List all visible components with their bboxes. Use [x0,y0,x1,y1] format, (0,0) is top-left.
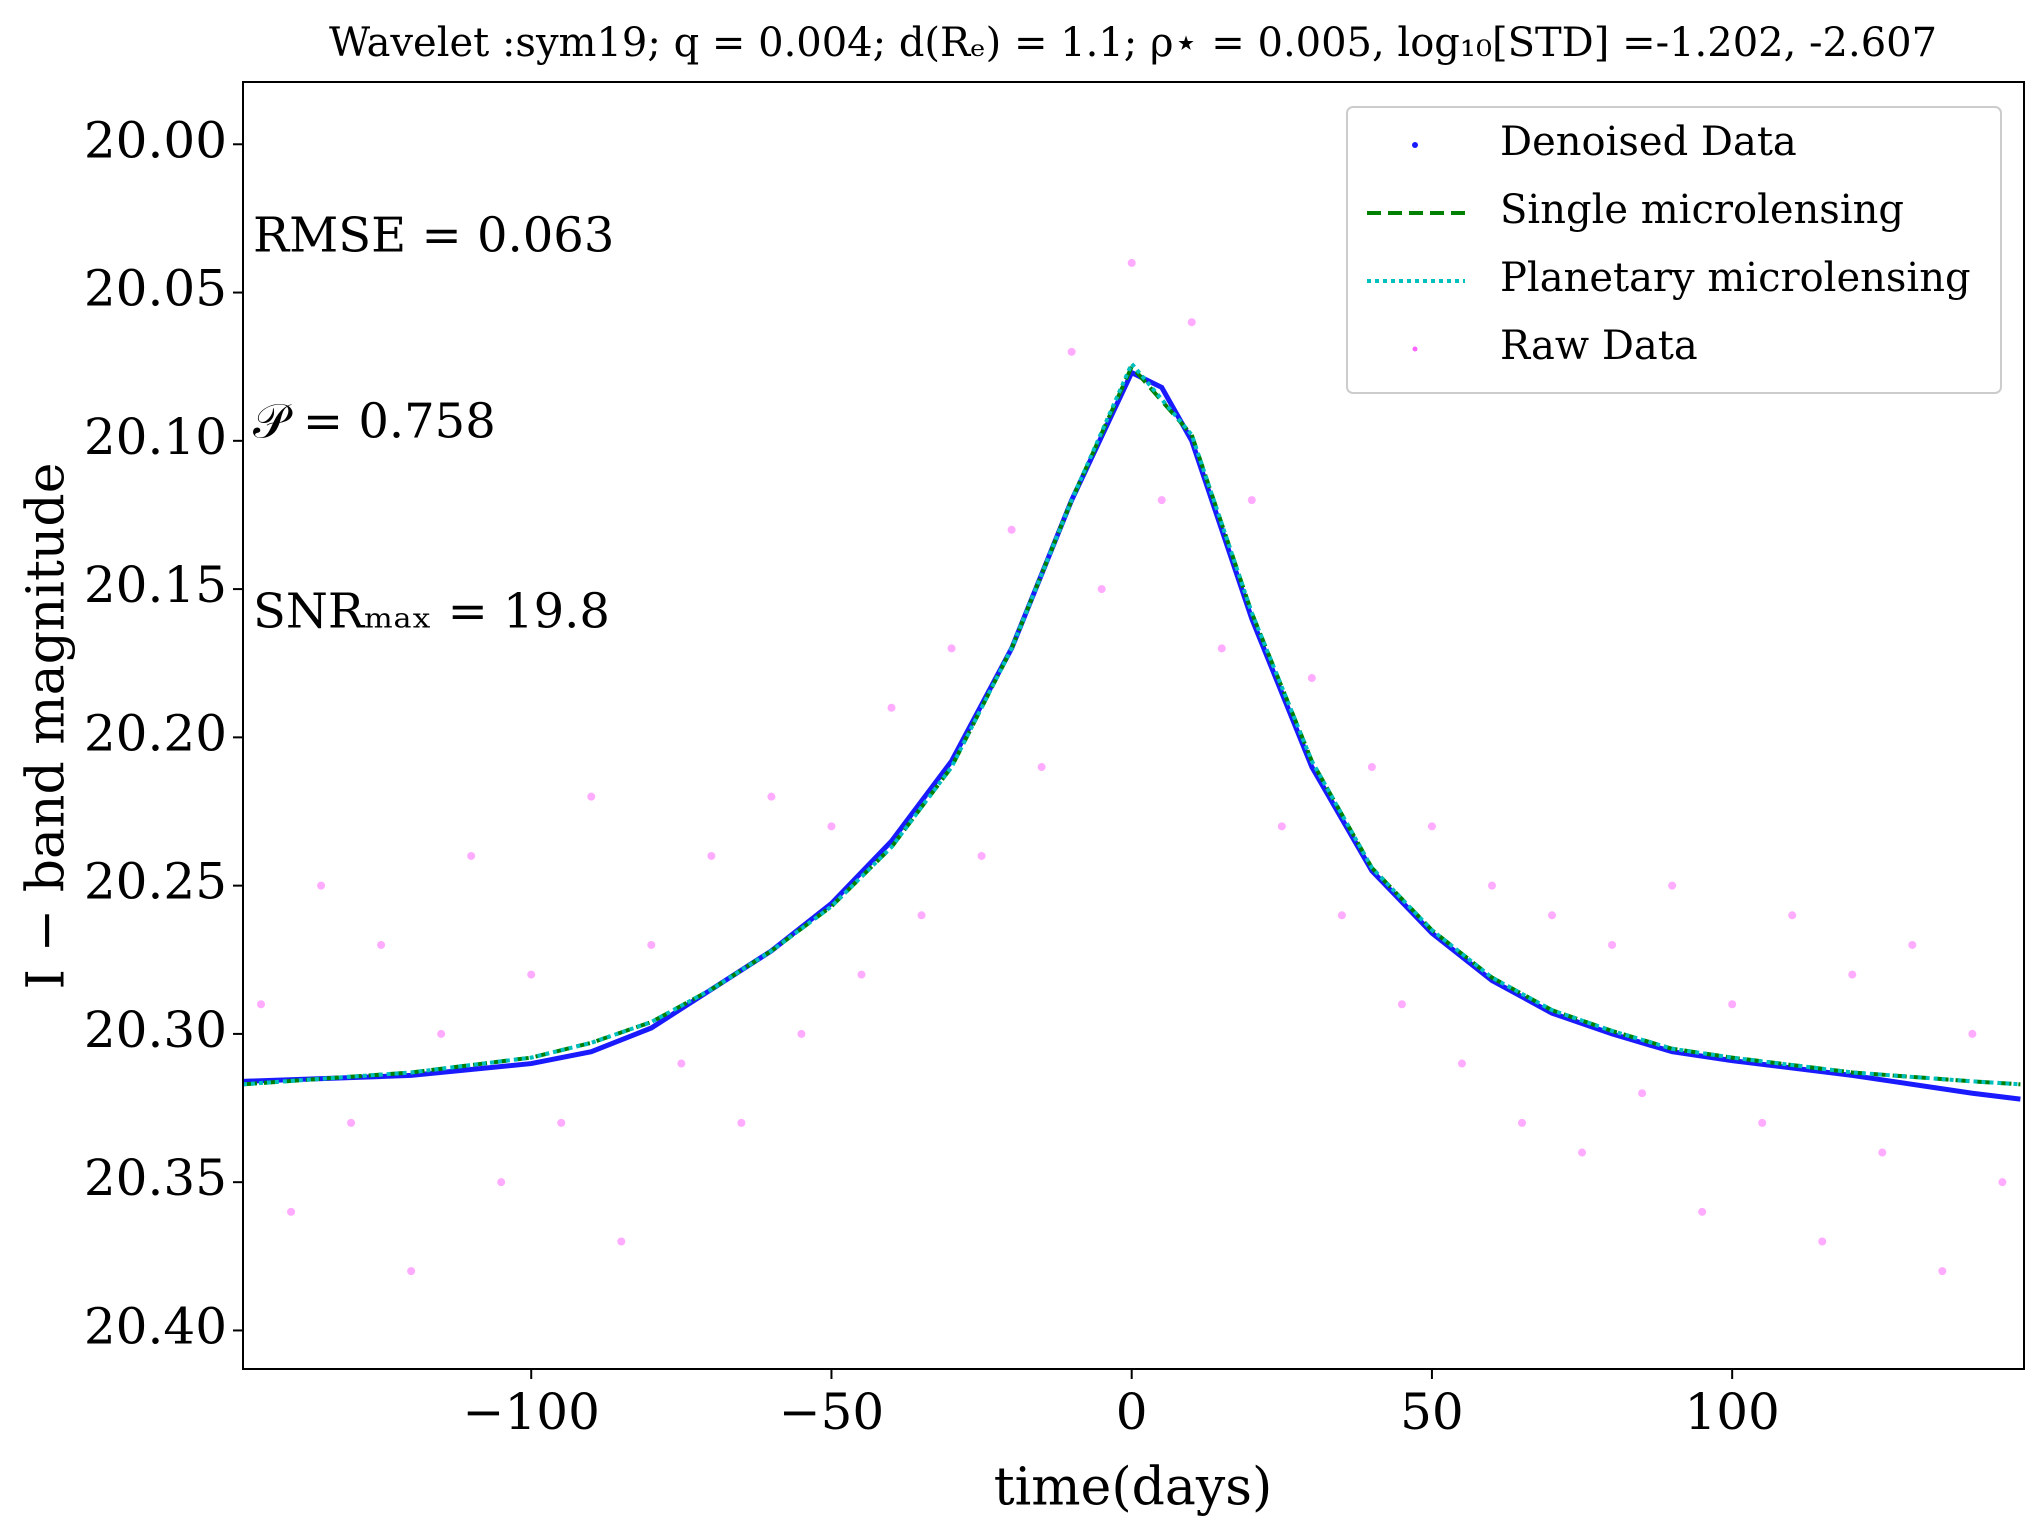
raw-point [257,1000,266,1009]
raw-point [1457,1059,1466,1068]
raw-point [917,911,926,920]
raw-point [1187,318,1196,327]
raw-point [1337,911,1346,920]
raw-point [527,970,536,979]
raw-point [1968,1029,1977,1038]
x-tick-label: 100 [1684,1383,1779,1441]
x-tick-label: −50 [779,1383,885,1441]
y-tick-label: 20.10 [84,408,227,466]
raw-point [1668,881,1677,890]
raw-point [287,1207,296,1216]
raw-point [407,1267,416,1276]
raw-point [1608,940,1617,949]
raw-point [1127,258,1136,267]
annotation: 𝒫 = 0.758 [253,394,496,450]
legend-label: Single microlensing [1500,187,1904,233]
raw-point [1247,496,1256,505]
raw-point [1638,1089,1647,1098]
raw-point [1307,674,1316,683]
raw-point [377,940,386,949]
raw-point [1427,822,1436,831]
raw-point [1097,585,1106,594]
y-tick-label: 20.20 [84,704,227,762]
raw-point [1067,347,1076,356]
x-axis-label: time(days) [994,1458,1273,1518]
y-axis-label: I − band magnitude [17,463,77,990]
raw-point [1037,763,1046,772]
legend-label: Raw Data [1500,323,1698,369]
raw-point [1698,1207,1707,1216]
raw-point [1758,1118,1767,1127]
raw-point [857,970,866,979]
legend-marker [1412,142,1418,148]
raw-point [1548,911,1557,920]
annotation: SNRₘₐₓ = 19.8 [253,584,610,640]
raw-point [1217,644,1226,653]
raw-point [1157,496,1166,505]
raw-point [587,792,596,801]
raw-point [797,1029,806,1038]
chart-title: Wavelet :sym19; q = 0.004; d(Rₑ) = 1.1; … [329,20,1937,66]
curve [243,359,2021,1087]
raw-point [1728,1000,1737,1009]
raw-point [347,1118,356,1127]
y-tick-label: 20.15 [84,556,227,614]
raw-point [437,1029,446,1038]
y-tick-label: 20.35 [84,1149,227,1207]
raw-point [497,1178,506,1187]
raw-point [707,851,716,860]
raw-point [1788,911,1797,920]
raw-point [677,1059,686,1068]
raw-point [1908,940,1917,949]
y-tick-label: 20.25 [84,853,227,911]
annotation: RMSE = 0.063 [253,208,614,264]
raw-point [1578,1148,1587,1157]
y-tick-label: 20.05 [84,260,227,318]
raw-point [1367,763,1376,772]
y-tick-label: 20.00 [84,111,227,169]
raw-point [647,940,656,949]
raw-point [887,703,896,712]
raw-point [1487,881,1496,890]
plot-area [243,258,2021,1276]
curve [243,369,2021,1102]
curve [243,363,2021,1087]
legend-label: Denoised Data [1500,119,1797,165]
plot-frame [242,81,2025,1370]
x-tick-label: 0 [1116,1383,1148,1441]
raw-point [1007,525,1016,534]
raw-point [977,851,986,860]
raw-point [1818,1237,1827,1246]
legend-marker [1412,346,1418,352]
raw-point [557,1118,566,1127]
x-tick-label: −100 [463,1383,600,1441]
raw-point [1848,970,1857,979]
raw-point [1277,822,1286,831]
raw-point [1518,1118,1527,1127]
raw-point [827,822,836,831]
raw-point [467,851,476,860]
y-tick-label: 20.40 [84,1297,227,1355]
legend-label: Planetary microlensing [1500,255,1971,301]
raw-point [1938,1267,1947,1276]
raw-point [737,1118,746,1127]
x-tick-label: 50 [1400,1383,1464,1441]
legend-box [1346,106,2002,394]
raw-point [1878,1148,1887,1157]
raw-point [317,881,326,890]
raw-point [947,644,956,653]
raw-point [767,792,776,801]
raw-point [1397,1000,1406,1009]
raw-point [617,1237,626,1246]
raw-point [1998,1178,2007,1187]
y-tick-label: 20.30 [84,1001,227,1059]
